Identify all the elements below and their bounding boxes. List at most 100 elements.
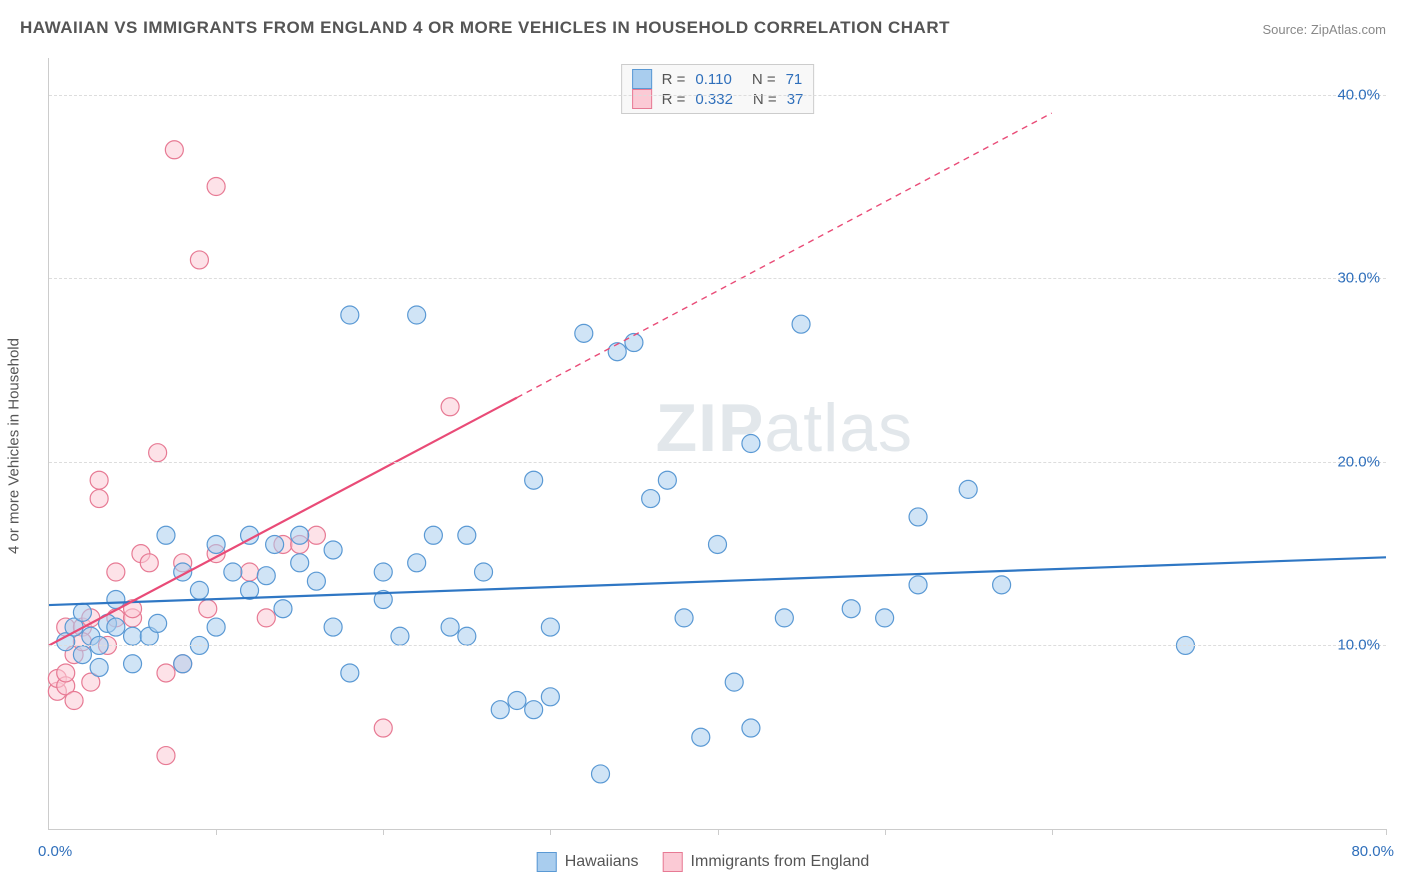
watermark-bold: ZIP bbox=[656, 390, 765, 466]
r-label: R = bbox=[662, 91, 686, 108]
n-value: 37 bbox=[787, 91, 804, 108]
data-point bbox=[842, 600, 860, 618]
data-point bbox=[307, 572, 325, 590]
gridline bbox=[49, 278, 1386, 279]
n-label: N = bbox=[752, 71, 776, 88]
y-tick-label: 30.0% bbox=[1337, 270, 1380, 287]
gridline bbox=[49, 462, 1386, 463]
data-point bbox=[90, 490, 108, 508]
data-point bbox=[266, 535, 284, 553]
data-point bbox=[174, 655, 192, 673]
trend-line-pink-dashed bbox=[517, 113, 1052, 398]
data-point bbox=[73, 603, 91, 621]
data-point bbox=[491, 701, 509, 719]
data-point bbox=[876, 609, 894, 627]
data-point bbox=[157, 747, 175, 765]
swatch-icon bbox=[632, 89, 652, 109]
n-label: N = bbox=[753, 91, 777, 108]
data-point bbox=[207, 618, 225, 636]
x-tick bbox=[885, 829, 886, 835]
legend-row: R = 0.110 N = 71 bbox=[632, 69, 804, 89]
data-point bbox=[157, 526, 175, 544]
data-point bbox=[424, 526, 442, 544]
watermark: ZIPatlas bbox=[656, 389, 913, 467]
x-tick bbox=[1052, 829, 1053, 835]
data-point bbox=[675, 609, 693, 627]
swatch-icon bbox=[632, 69, 652, 89]
data-point bbox=[408, 554, 426, 572]
data-point bbox=[207, 178, 225, 196]
data-point bbox=[608, 343, 626, 361]
data-point bbox=[199, 600, 217, 618]
data-point bbox=[149, 614, 167, 632]
swatch-icon bbox=[663, 852, 683, 872]
data-point bbox=[65, 692, 83, 710]
data-point bbox=[291, 554, 309, 572]
y-tick-label: 20.0% bbox=[1337, 453, 1380, 470]
x-tick bbox=[216, 829, 217, 835]
data-point bbox=[391, 627, 409, 645]
gridline bbox=[49, 95, 1386, 96]
data-point bbox=[625, 334, 643, 352]
data-point bbox=[909, 508, 927, 526]
data-point bbox=[458, 526, 476, 544]
data-point bbox=[124, 655, 142, 673]
data-point bbox=[709, 535, 727, 553]
data-point bbox=[692, 728, 710, 746]
data-point bbox=[274, 600, 292, 618]
data-point bbox=[592, 765, 610, 783]
legend-item: Immigrants from England bbox=[663, 852, 870, 872]
data-point bbox=[149, 444, 167, 462]
data-point bbox=[324, 618, 342, 636]
r-label: R = bbox=[662, 71, 686, 88]
scatter-svg bbox=[49, 58, 349, 208]
swatch-icon bbox=[537, 852, 557, 872]
r-value: 0.110 bbox=[695, 71, 731, 88]
data-point bbox=[742, 435, 760, 453]
data-point bbox=[441, 618, 459, 636]
data-point bbox=[124, 627, 142, 645]
data-point bbox=[441, 398, 459, 416]
data-point bbox=[190, 251, 208, 269]
data-point bbox=[374, 719, 392, 737]
legend-label: Hawaiians bbox=[565, 853, 639, 871]
data-point bbox=[107, 618, 125, 636]
data-point bbox=[959, 480, 977, 498]
data-point bbox=[525, 471, 543, 489]
data-point bbox=[107, 563, 125, 581]
data-point bbox=[341, 664, 359, 682]
data-point bbox=[291, 526, 309, 544]
data-point bbox=[257, 609, 275, 627]
data-point bbox=[190, 581, 208, 599]
data-point bbox=[90, 471, 108, 489]
source-label: Source: ZipAtlas.com bbox=[1262, 22, 1386, 37]
data-point bbox=[257, 567, 275, 585]
data-point bbox=[541, 688, 559, 706]
data-point bbox=[725, 673, 743, 691]
data-point bbox=[307, 526, 325, 544]
data-point bbox=[324, 541, 342, 559]
chart-title: HAWAIIAN VS IMMIGRANTS FROM ENGLAND 4 OR… bbox=[20, 18, 950, 38]
correlation-legend: R = 0.110 N = 71 R = 0.332 N = 37 bbox=[621, 64, 815, 114]
data-point bbox=[775, 609, 793, 627]
x-tick bbox=[550, 829, 551, 835]
data-point bbox=[508, 692, 526, 710]
data-point bbox=[207, 535, 225, 553]
data-point bbox=[165, 141, 183, 159]
x-axis-min-label: 0.0% bbox=[38, 843, 72, 860]
data-point bbox=[475, 563, 493, 581]
data-point bbox=[73, 646, 91, 664]
data-point bbox=[90, 658, 108, 676]
watermark-thin: atlas bbox=[764, 390, 913, 466]
data-point bbox=[792, 315, 810, 333]
data-point bbox=[642, 490, 660, 508]
r-value: 0.332 bbox=[695, 91, 733, 108]
data-point bbox=[341, 306, 359, 324]
data-point bbox=[575, 324, 593, 342]
data-point bbox=[157, 664, 175, 682]
y-axis-label: 4 or more Vehicles in Household bbox=[6, 338, 23, 554]
data-point bbox=[658, 471, 676, 489]
data-point bbox=[458, 627, 476, 645]
data-point bbox=[993, 576, 1011, 594]
x-tick bbox=[383, 829, 384, 835]
